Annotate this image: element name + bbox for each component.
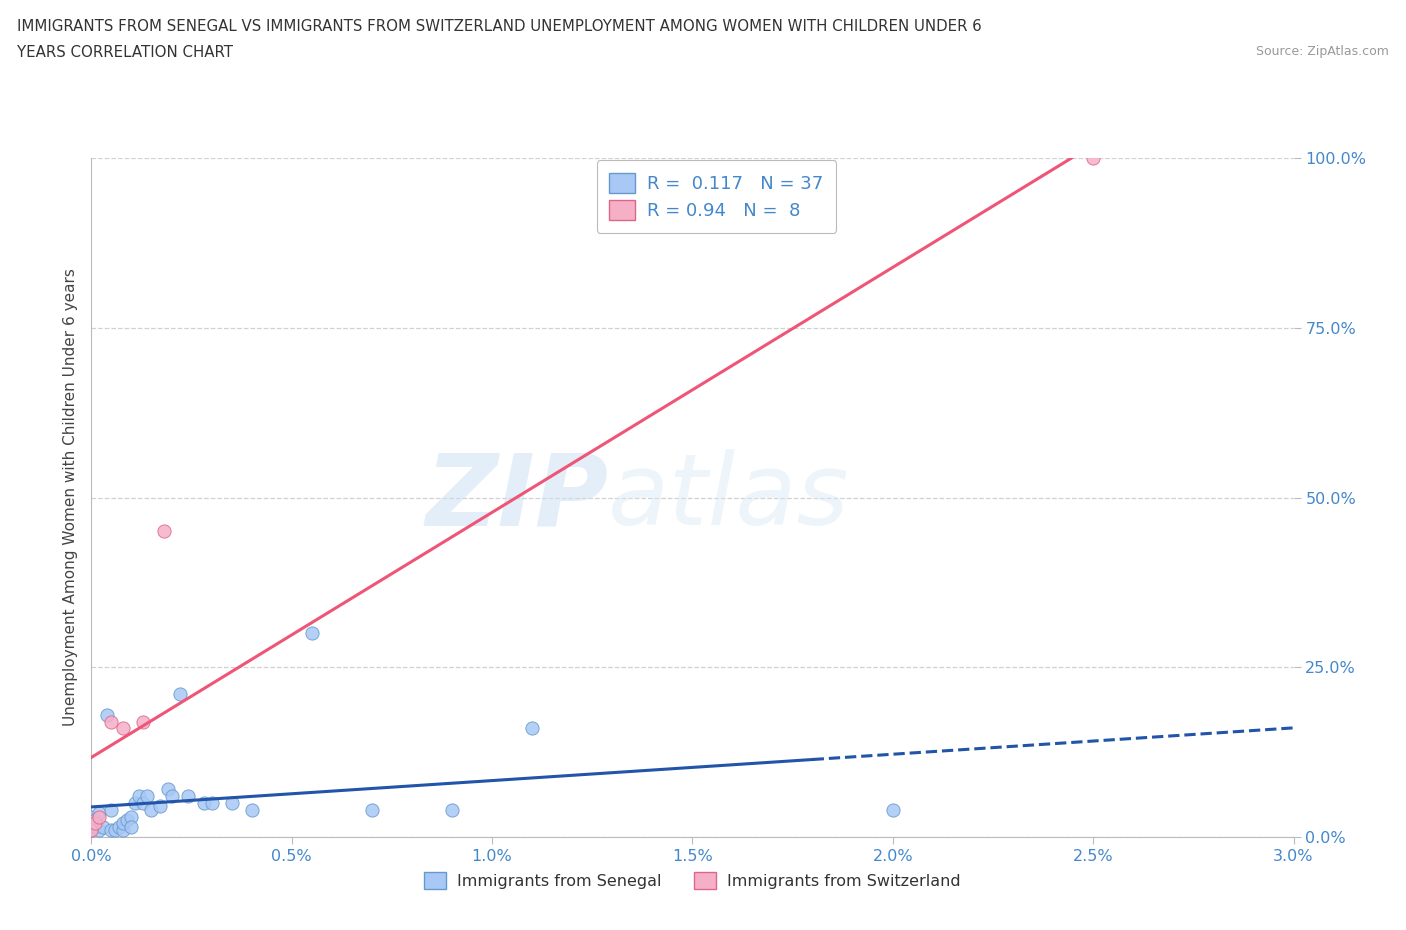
Point [80, 816, 103, 830]
Point [112, 816, 135, 830]
Point [104, 823, 127, 838]
Point [117, 813, 139, 828]
Point [240, 803, 263, 817]
Point [301, 626, 323, 641]
Point [80, 809, 103, 824]
Point [84, 813, 107, 828]
Point [156, 782, 179, 797]
Point [141, 803, 163, 817]
Point [89, 823, 111, 838]
Point [84, 816, 107, 830]
Point [440, 803, 463, 817]
Point [169, 687, 191, 702]
Point [112, 721, 135, 736]
Point [160, 789, 183, 804]
Point [89, 805, 111, 820]
Point [1083, 151, 1105, 166]
Point [121, 819, 143, 834]
Point [124, 796, 146, 811]
Point [152, 525, 174, 539]
Point [80, 823, 103, 838]
Point [882, 803, 904, 817]
Point [89, 809, 111, 824]
Text: ZIP: ZIP [425, 449, 609, 546]
Point [148, 799, 170, 814]
Y-axis label: Unemployment Among Women with Children Under 6 years: Unemployment Among Women with Children U… [62, 269, 77, 726]
Point [112, 823, 135, 838]
Point [136, 789, 159, 804]
Point [108, 819, 131, 834]
Point [200, 796, 222, 811]
Point [100, 803, 122, 817]
Legend: Immigrants from Senegal, Immigrants from Switzerland: Immigrants from Senegal, Immigrants from… [416, 864, 969, 897]
Point [100, 823, 122, 838]
Point [100, 714, 122, 729]
Point [520, 721, 543, 736]
Text: IMMIGRANTS FROM SENEGAL VS IMMIGRANTS FROM SWITZERLAND UNEMPLOYMENT AMONG WOMEN : IMMIGRANTS FROM SENEGAL VS IMMIGRANTS FR… [17, 19, 981, 33]
Point [132, 714, 155, 729]
Point [93, 819, 115, 834]
Point [176, 789, 198, 804]
Point [121, 809, 143, 824]
Point [193, 796, 215, 811]
Text: atlas: atlas [609, 449, 851, 546]
Point [80, 823, 103, 838]
Point [84, 819, 107, 834]
Point [360, 803, 382, 817]
Point [132, 796, 155, 811]
Point [128, 789, 150, 804]
Text: YEARS CORRELATION CHART: YEARS CORRELATION CHART [17, 45, 233, 60]
Point [221, 796, 243, 811]
Point [96, 708, 118, 723]
Text: Source: ZipAtlas.com: Source: ZipAtlas.com [1256, 45, 1389, 58]
